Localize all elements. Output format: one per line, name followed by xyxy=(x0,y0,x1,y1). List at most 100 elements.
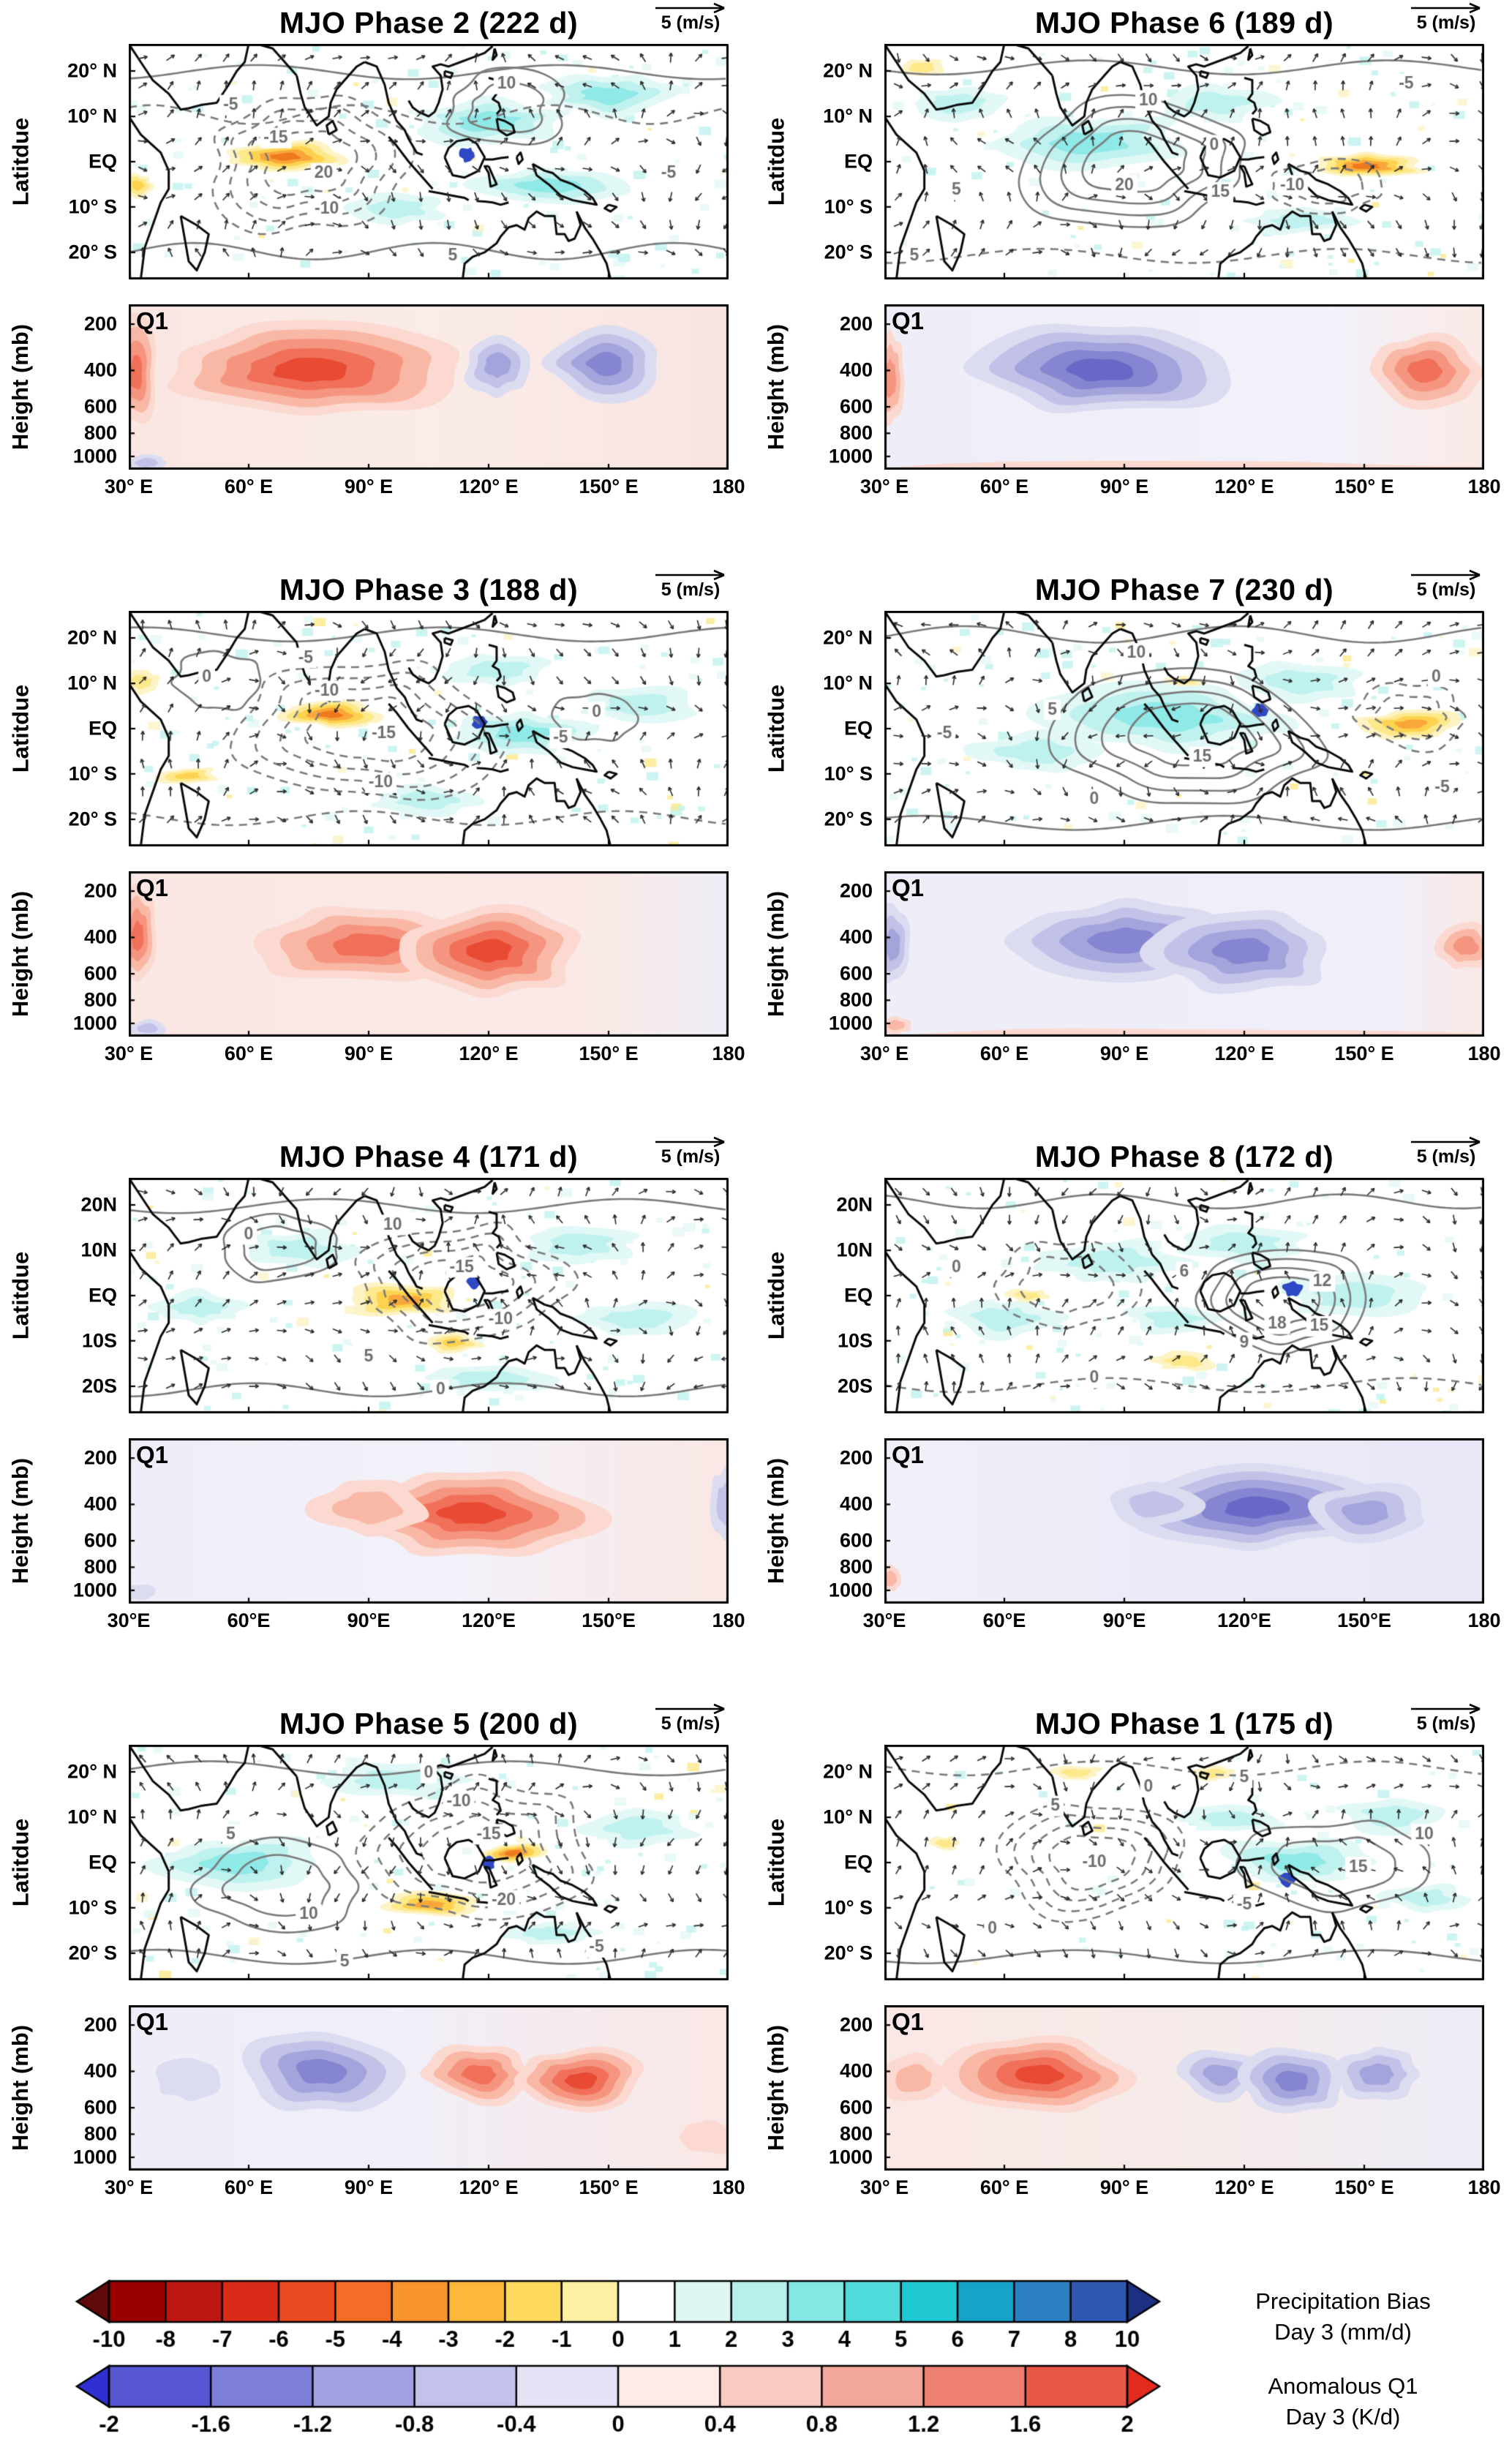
lon-tick-label: 30°E xyxy=(862,1609,906,1631)
lon-tick-label: 120° E xyxy=(459,2176,519,2198)
vector-scale-label: 5 (m/s) xyxy=(661,12,721,33)
lon-tick-label: 30° E xyxy=(860,476,909,497)
q1-panel: Height (mb) 200 400 600 800 1000 Q1 xyxy=(763,871,1484,1037)
pressure-tick-label: 1000 xyxy=(72,2146,117,2168)
q1-yticks: 200 400 600 800 1000 xyxy=(795,2005,879,2171)
lon-tick-label: 30° E xyxy=(104,2176,154,2198)
precip-colorbar-row: Precipitation Bias Day 3 (mm/d) xyxy=(69,2275,1512,2359)
latitude-axis-title-text: Latitdue xyxy=(7,117,33,206)
lat-tick-label: 10° S xyxy=(68,1896,117,1919)
lat-tick-label: 20° N xyxy=(823,626,873,649)
pressure-tick-label: 800 xyxy=(83,1555,117,1578)
vector-scale-label: 5 (m/s) xyxy=(1416,12,1476,33)
q1-canvas xyxy=(129,1438,729,1604)
q1-yticks: 200 400 600 800 1000 xyxy=(40,871,123,1037)
lon-ticks: 30° E 60° E 90° E 120° E 150° E 180 xyxy=(860,2172,1501,2204)
latitude-axis-title: Latitdue xyxy=(0,44,41,279)
lon-ticks: 30°E 60°E 90°E 120°E 150°E 180 xyxy=(863,1605,1501,1637)
lon-ticks: 30° E 60° E 90° E 120° E 150° E 180 xyxy=(105,471,745,503)
lat-tick-label: 10S xyxy=(837,1329,873,1352)
lon-tick-label: 90° E xyxy=(344,1042,394,1064)
lat-tick-label: 10° N xyxy=(67,105,117,127)
lon-tick-label: 150° E xyxy=(579,1042,639,1064)
height-axis-title: Height (mb) xyxy=(756,304,797,470)
height-axis-title-text: Height (mb) xyxy=(763,1457,789,1585)
height-axis-title: Height (mb) xyxy=(0,2005,41,2171)
pressure-tick-label: 600 xyxy=(839,395,873,418)
lon-tick-label: 150° E xyxy=(579,476,639,497)
q1-canvas xyxy=(884,871,1484,1037)
q1-yticks: 200 400 600 800 1000 xyxy=(795,871,879,1037)
lon-ticks: 30°E 60°E 90°E 120°E 150°E 180 xyxy=(108,1605,745,1637)
precip-colorbar-title: Precipitation Bias Day 3 (mm/d) xyxy=(1174,2286,1512,2348)
phase-title: MJO Phase 6 (189 d) xyxy=(1034,6,1334,40)
lat-tick-label: EQ xyxy=(843,1851,873,1874)
height-axis-title-text: Height (mb) xyxy=(7,2024,34,2152)
vector-scale: 5 (m/s) xyxy=(1408,1,1484,34)
pressure-tick-label: 1000 xyxy=(828,1579,873,1601)
pressure-tick-label: 400 xyxy=(83,925,117,948)
precip-colorbar-title-line1: Precipitation Bias xyxy=(1255,2288,1431,2315)
height-axis-title: Height (mb) xyxy=(756,1438,797,1604)
lat-tick-label: EQ xyxy=(843,1284,873,1307)
q1-canvas xyxy=(129,871,729,1037)
height-axis-title-text: Height (mb) xyxy=(763,2024,789,2152)
latitude-axis-title-text: Latitdue xyxy=(763,684,789,773)
map-panel: Latitdue 20° N 10° N EQ 10° S 20° S xyxy=(7,44,729,279)
lat-tick-label: 10N xyxy=(836,1239,873,1261)
pressure-tick-label: 800 xyxy=(839,1555,873,1578)
lat-tick-label: EQ xyxy=(88,150,117,173)
vector-scale-arrow-icon xyxy=(655,1136,725,1147)
vector-scale-label: 5 (m/s) xyxy=(661,1713,721,1734)
vector-scale-label: 5 (m/s) xyxy=(1416,579,1476,600)
lon-tick-label: 120° E xyxy=(1214,476,1274,497)
lon-tick-label: 60°E xyxy=(982,1609,1026,1631)
vector-scale-arrow-icon xyxy=(1411,569,1481,580)
lat-tick-label: EQ xyxy=(843,150,873,173)
lat-tick-label: 10° N xyxy=(823,1805,873,1828)
q1-yticks: 200 400 600 800 1000 xyxy=(795,1438,879,1604)
pressure-tick-label: 200 xyxy=(83,312,117,335)
phase-panel-1: MJO Phase 1 (175 d) 5 (m/s) Latitdue 20° N 1… xyxy=(756,1703,1511,2274)
map-panel: Latitdue 20° N 10° N EQ 10° S 20° S xyxy=(763,44,1484,279)
vector-scale-label: 5 (m/s) xyxy=(1416,1146,1476,1167)
q1-colorbar-title-line2: Day 3 (K/d) xyxy=(1285,2404,1401,2430)
q1-colorbar xyxy=(69,2360,1167,2443)
latitude-axis-title: Latitdue xyxy=(0,611,41,846)
map-yticks: 20° N 10° N EQ 10° S 20° S xyxy=(40,611,123,846)
pressure-tick-label: 600 xyxy=(83,1529,117,1552)
lon-ticks: 30° E 60° E 90° E 120° E 150° E 180 xyxy=(860,471,1501,503)
q1-panel-label: Q1 xyxy=(892,874,925,901)
map-panel: Latitdue 20N 10N EQ 10S 20S xyxy=(763,1178,1484,1413)
latitude-axis-title-text: Latitdue xyxy=(7,1251,33,1340)
pressure-tick-label: 1000 xyxy=(72,1012,117,1034)
map-yticks: 20° N 10° N EQ 10° S 20° S xyxy=(795,1745,879,1980)
vector-scale-arrow-icon xyxy=(1411,1703,1481,1714)
q1-panel: Height (mb) 200 400 600 800 1000 Q1 xyxy=(763,1438,1484,1604)
pressure-tick-label: 200 xyxy=(839,2013,873,2036)
lat-tick-label: EQ xyxy=(88,1851,117,1874)
latitude-axis-title: Latitdue xyxy=(0,1745,41,1980)
q1-panel-label: Q1 xyxy=(892,307,925,334)
map-canvas xyxy=(884,1745,1484,1980)
lon-tick-label: 90° E xyxy=(1099,476,1149,497)
map-canvas xyxy=(884,611,1484,846)
vector-scale: 5 (m/s) xyxy=(652,568,729,601)
pressure-tick-label: 600 xyxy=(83,2096,117,2119)
lon-tick-label: 60° E xyxy=(979,2176,1029,2198)
map-panel: Latitdue 20N 10N EQ 10S 20S xyxy=(7,1178,729,1413)
map-panel: Latitdue 20° N 10° N EQ 10° S 20° S xyxy=(763,611,1484,846)
height-axis-title-text: Height (mb) xyxy=(763,890,789,1018)
vector-scale: 5 (m/s) xyxy=(652,1702,729,1735)
lon-tick-label: 120°E xyxy=(462,1609,516,1631)
lat-tick-label: 10° S xyxy=(824,195,873,218)
lon-tick-label: 30°E xyxy=(107,1609,151,1631)
pressure-tick-label: 800 xyxy=(83,988,117,1011)
q1-panel: Height (mb) 200 400 600 800 1000 Q1 xyxy=(7,871,729,1037)
q1-yticks: 200 400 600 800 1000 xyxy=(40,1438,123,1604)
phase-title-row: MJO Phase 3 (188 d) 5 (m/s) xyxy=(129,569,729,611)
lat-tick-label: EQ xyxy=(843,717,873,740)
lon-ticks: 30° E 60° E 90° E 120° E 150° E 180 xyxy=(105,1038,745,1070)
lon-tick-label: 60° E xyxy=(979,476,1029,497)
phase-panel-8: MJO Phase 8 (172 d) 5 (m/s) Latitdue 20N 10N… xyxy=(756,1136,1511,1707)
